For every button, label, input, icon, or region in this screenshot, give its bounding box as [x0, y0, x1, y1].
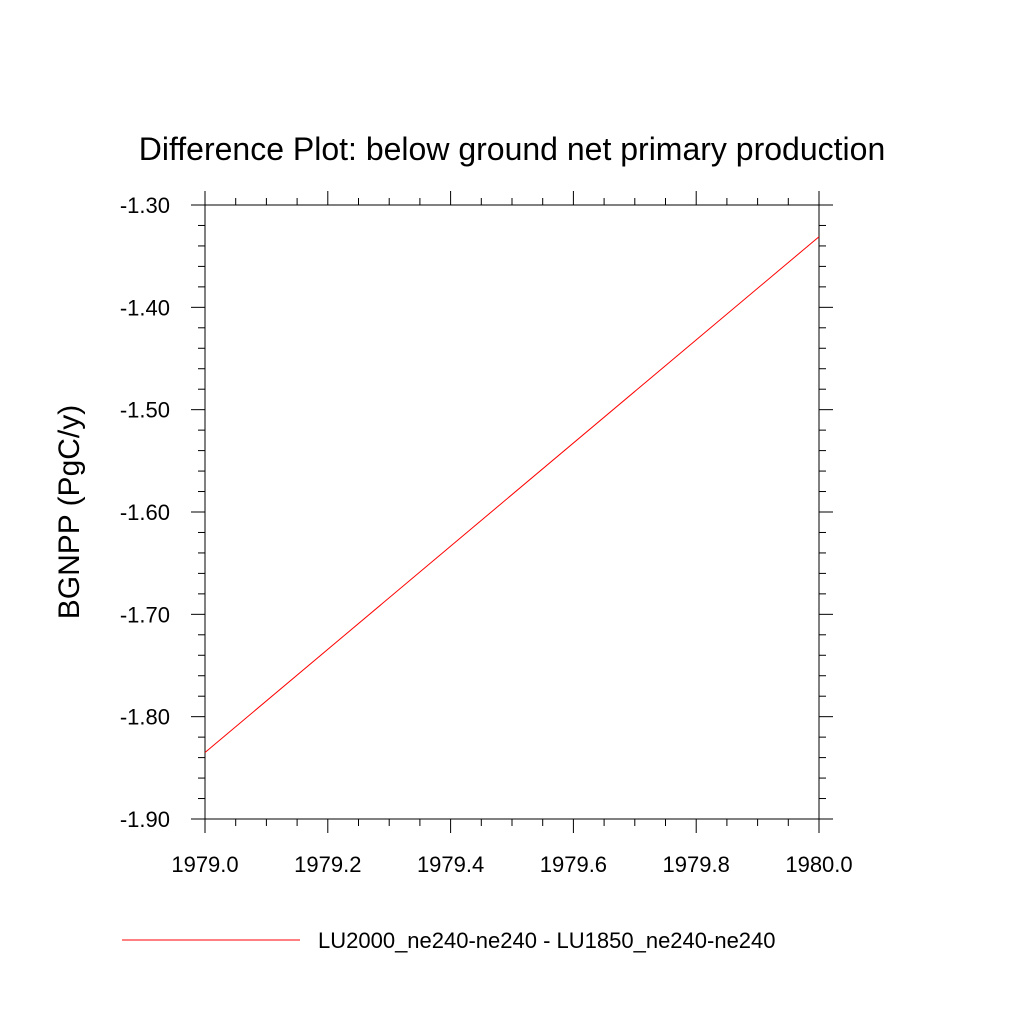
x-tick-label: 1979.4	[417, 852, 484, 877]
y-tick-label: -1.30	[120, 193, 170, 218]
axis-ticks	[191, 191, 833, 833]
y-tick-label: -1.80	[120, 705, 170, 730]
x-tick-label: 1980.0	[785, 852, 852, 877]
y-tick-label: -1.50	[120, 398, 170, 423]
x-tick-label: 1979.2	[294, 852, 361, 877]
x-tick-label: 1979.0	[171, 852, 238, 877]
series-layer	[204, 236, 820, 753]
y-tick-label: -1.60	[120, 500, 170, 525]
x-tick-label: 1979.8	[663, 852, 730, 877]
tick-labels: 1979.0 1979.2 1979.4 1979.6 1979.8 1980.0 -1.3…	[120, 193, 853, 877]
plot-frame	[204, 204, 820, 820]
y-tick-label: -1.40	[120, 295, 170, 320]
legend-label: LU2000_ne240-ne240 - LU1850_ne240-ne240	[318, 928, 776, 953]
y-tick-label: -1.90	[120, 807, 170, 832]
x-tick-label: 1979.6	[540, 852, 607, 877]
y-tick-label: -1.70	[120, 602, 170, 627]
legend: LU2000_ne240-ne240 - LU1850_ne240-ne240	[122, 928, 776, 953]
series-line	[204, 236, 820, 753]
chart-title: Difference Plot: below ground net primar…	[139, 131, 885, 167]
y-axis-label: BGNPP (PgC/y)	[53, 405, 86, 620]
